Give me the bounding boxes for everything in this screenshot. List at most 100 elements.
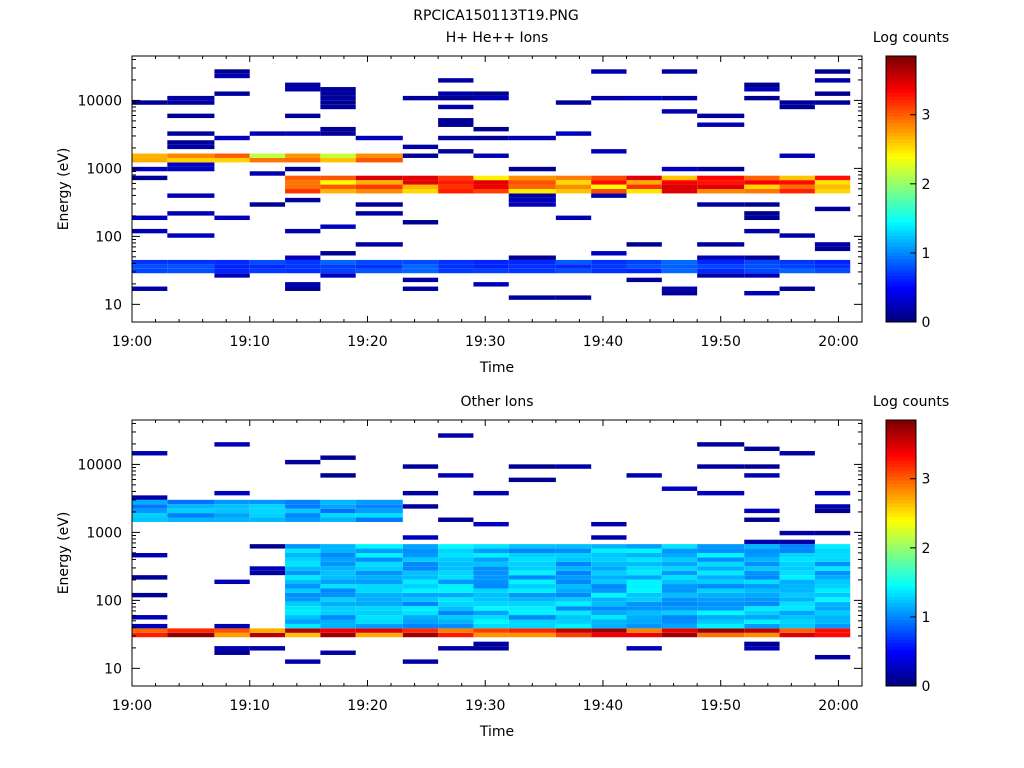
spectrogram-cell bbox=[697, 255, 745, 260]
spectrogram-cell bbox=[132, 623, 168, 629]
spectrogram-cell bbox=[355, 579, 403, 585]
spectrogram-cell bbox=[355, 544, 403, 549]
spectrogram-cell bbox=[591, 623, 627, 629]
spectrogram-cell bbox=[438, 189, 474, 194]
spectrogram-cell bbox=[473, 189, 509, 194]
colorbar-segment bbox=[886, 99, 916, 104]
colorbar-segment bbox=[886, 526, 916, 531]
colorbar-segment bbox=[886, 139, 916, 143]
spectrogram-cell bbox=[320, 597, 356, 602]
spectrogram-cell bbox=[697, 632, 745, 638]
colorbar-segment bbox=[886, 649, 916, 654]
spectrogram-cell bbox=[779, 184, 815, 189]
colorbar-segment bbox=[886, 89, 916, 94]
spectrogram-cell bbox=[626, 628, 662, 633]
spectrogram-cell bbox=[661, 588, 698, 593]
colorbar-segment bbox=[886, 225, 916, 230]
spectrogram-cell bbox=[355, 553, 403, 558]
spectrogram-cell bbox=[320, 504, 356, 509]
spectrogram-cell bbox=[473, 623, 509, 629]
spectrogram-cell bbox=[355, 259, 403, 265]
spectrogram-cell bbox=[402, 557, 439, 562]
spectrogram-cell bbox=[508, 588, 556, 593]
spectrogram-cell bbox=[626, 553, 662, 558]
spectrogram-cell bbox=[555, 566, 592, 571]
colorbar-segment bbox=[886, 596, 916, 601]
spectrogram-cell bbox=[402, 264, 439, 269]
spectrogram-cell bbox=[438, 548, 474, 553]
spectrogram-cell bbox=[779, 104, 815, 110]
spectrogram-cell bbox=[591, 588, 627, 593]
colorbar-segment bbox=[886, 172, 916, 177]
colorbar-segment bbox=[886, 443, 916, 448]
spectrogram-cell bbox=[214, 264, 250, 269]
y-axis-label: Energy (eV) bbox=[56, 512, 72, 595]
spectrogram-cell bbox=[555, 553, 592, 558]
spectrogram-cell bbox=[744, 566, 780, 571]
spectrogram-cell bbox=[320, 548, 356, 553]
spectrogram-cell bbox=[285, 197, 321, 203]
colorbar-segment bbox=[886, 152, 916, 157]
spectrogram-cell bbox=[132, 228, 168, 234]
y-tick-label: 1000 bbox=[86, 161, 122, 177]
spectrogram-cell bbox=[814, 184, 851, 189]
spectrogram-cell bbox=[473, 548, 509, 553]
spectrogram-cell bbox=[249, 566, 286, 571]
colorbar-segment bbox=[886, 456, 916, 461]
spectrogram-cell bbox=[744, 508, 780, 514]
colorbar-segment bbox=[886, 426, 916, 431]
spectrogram-cell bbox=[744, 215, 780, 221]
spectrogram-cell bbox=[591, 575, 627, 580]
spectrogram-cell bbox=[402, 561, 439, 567]
spectrogram-cell bbox=[591, 193, 627, 198]
spectrogram-cell bbox=[473, 521, 509, 527]
spectrogram-cell bbox=[814, 654, 851, 660]
colorbar-segment bbox=[886, 205, 916, 210]
spectrogram-cell bbox=[320, 575, 356, 580]
spectrogram-cell bbox=[214, 69, 250, 74]
panel-2: 19:00 19:10 19:20 19:30 19:40 19:50 20:0010100… bbox=[56, 394, 949, 740]
spectrogram-cell bbox=[697, 615, 745, 620]
spectrogram-cell bbox=[555, 180, 592, 185]
colorbar-segment bbox=[886, 612, 916, 617]
spectrogram-cell bbox=[814, 606, 851, 611]
spectrogram-cell bbox=[814, 588, 851, 593]
colorbar-tick-label: 2 bbox=[922, 541, 931, 557]
colorbar-segment bbox=[886, 142, 916, 147]
colorbar-segment bbox=[886, 92, 916, 97]
spectrogram-cell bbox=[508, 566, 556, 571]
colorbar-segment bbox=[886, 582, 916, 587]
colorbar-segment bbox=[886, 265, 916, 270]
spectrogram-cell bbox=[744, 539, 780, 545]
colorbar-segment bbox=[886, 305, 916, 310]
spectrogram-cell bbox=[814, 566, 851, 571]
spectrogram-cell bbox=[214, 513, 250, 518]
colorbar-segment bbox=[886, 662, 916, 667]
spectrogram-cell bbox=[661, 259, 698, 265]
colorbar-segment bbox=[886, 459, 916, 464]
spectrogram-cell bbox=[214, 268, 250, 274]
colorbar-segment bbox=[886, 85, 916, 90]
spectrogram-cell bbox=[661, 606, 698, 611]
spectrogram-cell bbox=[438, 597, 474, 602]
spectrogram-cell bbox=[214, 628, 250, 633]
spectrogram-cell bbox=[555, 632, 592, 638]
spectrogram-cell bbox=[814, 180, 851, 185]
colorbar-segment bbox=[886, 626, 916, 630]
spectrogram-cell bbox=[555, 189, 592, 194]
y-tick-label: 10000 bbox=[77, 93, 122, 109]
spectrogram-cell bbox=[249, 202, 286, 207]
spectrogram-cell bbox=[661, 95, 698, 101]
spectrogram-cell bbox=[473, 184, 509, 189]
spectrogram-cell bbox=[508, 553, 556, 558]
spectrogram-cell bbox=[626, 619, 662, 624]
spectrogram-cell bbox=[355, 175, 403, 181]
spectrogram-cell bbox=[744, 268, 780, 274]
spectrogram-cell bbox=[508, 197, 556, 203]
spectrogram-cell bbox=[744, 561, 780, 567]
spectrogram-cell bbox=[661, 69, 698, 74]
spectrogram-cell bbox=[320, 264, 356, 269]
spectrogram-cell bbox=[214, 135, 250, 141]
spectrogram-cell bbox=[132, 157, 168, 163]
spectrogram-cell bbox=[402, 610, 439, 616]
